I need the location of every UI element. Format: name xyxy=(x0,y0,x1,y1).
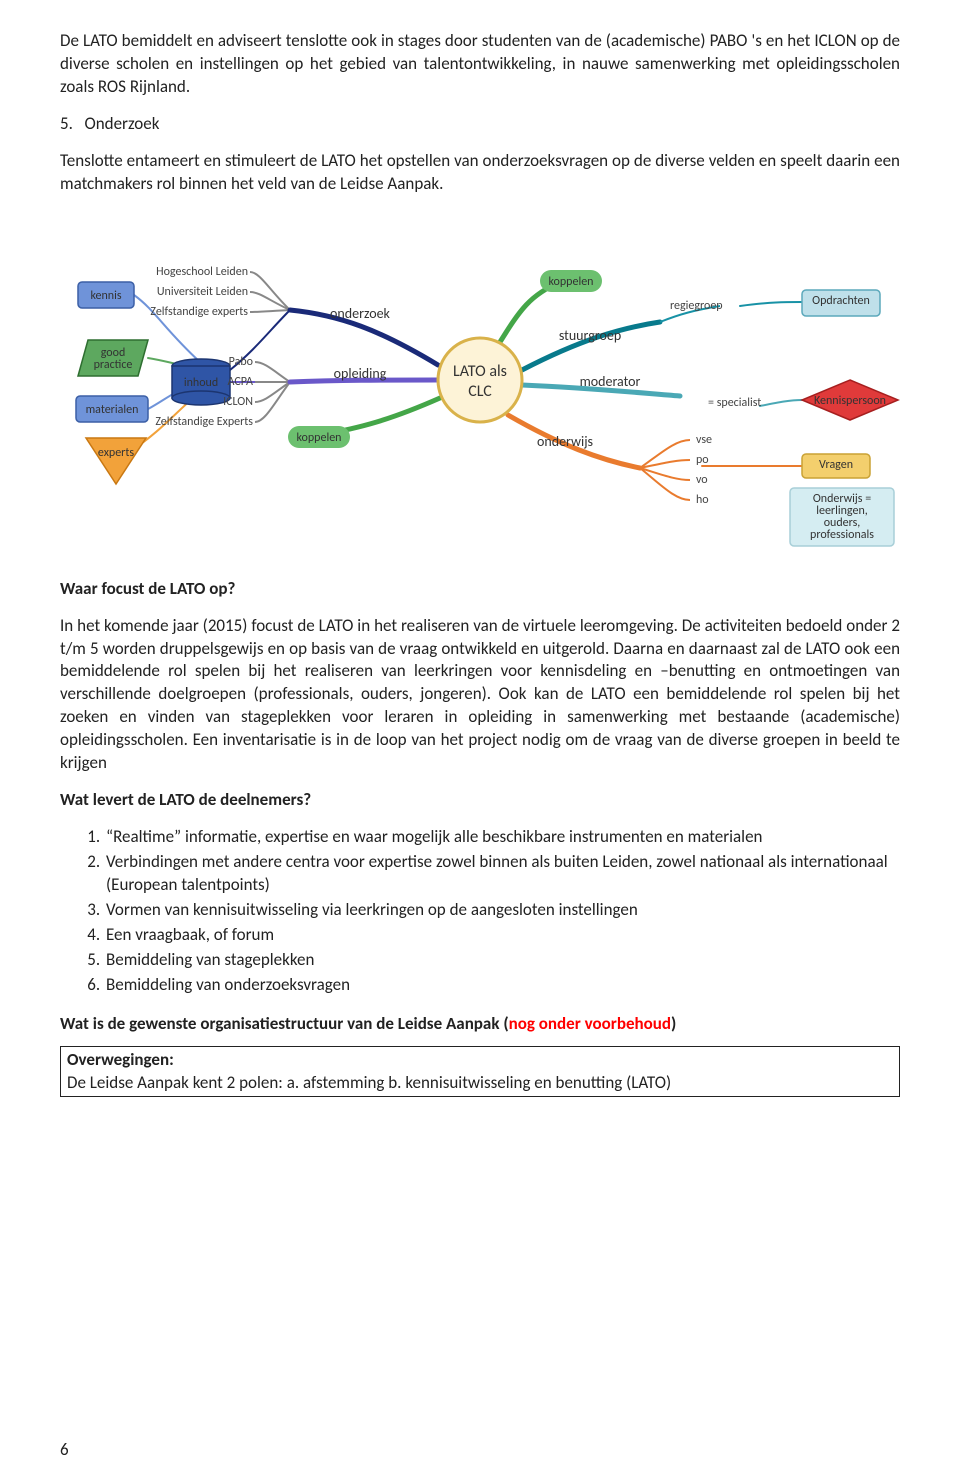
deliver-item: Bemiddeling van onderzoeksvragen xyxy=(104,974,900,997)
svg-text:Zelfstandige experts: Zelfstandige experts xyxy=(150,305,248,319)
deliver-item: Vormen van kennisuitwisseling via leerkr… xyxy=(104,899,900,922)
svg-text:vo: vo xyxy=(696,473,708,487)
box-title: Overwegingen: xyxy=(67,1049,174,1070)
org-heading-close: ) xyxy=(671,1013,676,1034)
svg-text:vse: vse xyxy=(696,433,712,447)
svg-text:opleiding: opleiding xyxy=(334,365,387,382)
section5-head: 5. Onderzoek xyxy=(60,113,900,136)
svg-text:onderzoek: onderzoek xyxy=(330,305,391,322)
page-number: 6 xyxy=(60,1439,69,1462)
svg-text:kennis: kennis xyxy=(90,289,121,303)
deliver-item: Bemiddeling van stageplekken xyxy=(104,949,900,972)
svg-text:professionals: professionals xyxy=(810,528,874,542)
deliver-heading: Wat levert de LATO de deelnemers? xyxy=(60,789,900,812)
section5-title: Onderzoek xyxy=(84,113,159,134)
svg-text:onderwijs: onderwijs xyxy=(537,433,593,450)
lato-mindmap: kennisgoodpracticematerialenexpertsinhou… xyxy=(60,210,900,550)
focus-heading: Waar focust de LATO op? xyxy=(60,578,900,601)
svg-text:experts: experts xyxy=(98,446,134,460)
svg-text:regiegroep: regiegroep xyxy=(670,299,723,313)
svg-text:ACPA: ACPA xyxy=(227,375,253,389)
deliver-item: “Realtime” informatie, expertise en waar… xyxy=(104,826,900,849)
org-heading-plain: Wat is de gewenste organisatiestructuur … xyxy=(60,1013,509,1034)
svg-text:stuurgroep: stuurgroep xyxy=(559,327,621,344)
deliver-list: “Realtime” informatie, expertise en waar… xyxy=(60,826,900,997)
svg-text:ho: ho xyxy=(696,493,709,507)
svg-text:Opdrachten: Opdrachten xyxy=(812,294,870,308)
svg-text:= specialist: = specialist xyxy=(708,396,761,410)
svg-text:koppelen: koppelen xyxy=(549,275,594,289)
svg-text:Hogeschool Leiden: Hogeschool Leiden xyxy=(156,265,248,279)
svg-text:practice: practice xyxy=(94,358,133,372)
svg-text:ICLON: ICLON xyxy=(223,395,253,409)
overwegingen-box: Overwegingen: De Leidse Aanpak kent 2 po… xyxy=(60,1046,900,1098)
box-body: De Leidse Aanpak kent 2 polen: a. afstem… xyxy=(67,1072,671,1093)
svg-text:inhoud: inhoud xyxy=(184,376,218,390)
deliver-item: Een vraagbaak, of forum xyxy=(104,924,900,947)
deliver-item: Verbindingen met andere centra voor expe… xyxy=(104,851,900,897)
focus-body: In het komende jaar (2015) focust de LAT… xyxy=(60,615,900,776)
section5-body: Tenslotte entameert en stimuleert de LAT… xyxy=(60,150,900,196)
intro-paragraph: De LATO bemiddelt en adviseert tenslotte… xyxy=(60,30,900,99)
svg-text:Universiteit Leiden: Universiteit Leiden xyxy=(157,285,248,299)
org-heading: Wat is de gewenste organisatiestructuur … xyxy=(60,1013,900,1036)
svg-text:moderator: moderator xyxy=(580,373,641,390)
svg-text:materialen: materialen xyxy=(86,403,139,417)
svg-text:Vragen: Vragen xyxy=(819,458,853,472)
org-heading-red: nog onder voorbehoud xyxy=(509,1013,671,1034)
svg-text:po: po xyxy=(696,453,709,467)
svg-text:koppelen: koppelen xyxy=(297,431,342,445)
svg-text:Kennispersoon: Kennispersoon xyxy=(814,394,886,408)
section5-num: 5. xyxy=(60,113,73,134)
svg-text:Pabo: Pabo xyxy=(229,355,253,369)
svg-text:LATO als: LATO als xyxy=(453,362,507,381)
svg-text:Zelfstandige Experts: Zelfstandige Experts xyxy=(155,415,253,429)
svg-text:CLC: CLC xyxy=(468,382,492,401)
